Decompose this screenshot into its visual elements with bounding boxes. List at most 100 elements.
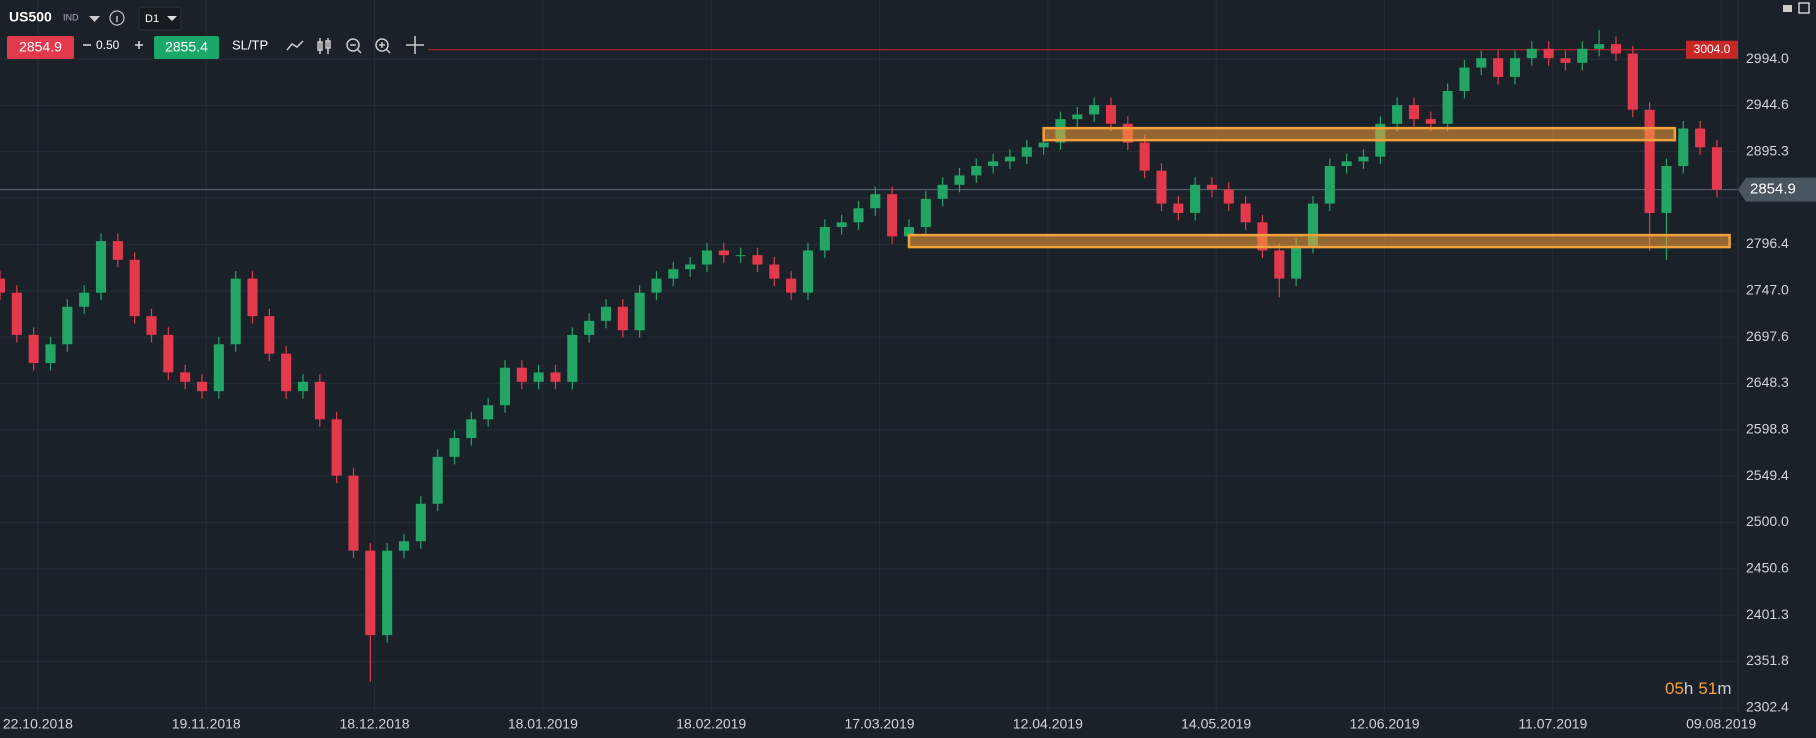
sltp-button[interactable]: SL/TP <box>232 37 268 52</box>
candle-body <box>314 381 325 420</box>
candle-body <box>1644 109 1655 213</box>
line-tool[interactable] <box>286 40 304 51</box>
candle-body <box>1105 105 1117 124</box>
sell-button[interactable] <box>7 36 74 59</box>
candle-body <box>1392 105 1403 124</box>
timeframe-box[interactable] <box>138 6 182 31</box>
candle-body <box>550 372 561 382</box>
candle-body <box>1173 203 1184 213</box>
candle-body <box>45 344 56 364</box>
candle-body <box>1021 147 1032 157</box>
current-price-label: 2854.9 <box>1750 181 1796 198</box>
candle-body <box>1408 105 1420 120</box>
candle-body <box>1072 114 1083 120</box>
candle-body <box>1307 203 1319 246</box>
candle-body <box>617 306 628 331</box>
candle-body <box>79 292 90 307</box>
window-controls[interactable] <box>1783 2 1810 14</box>
timer-part: 05 <box>1665 679 1684 698</box>
candle-body <box>264 316 275 354</box>
candle-body <box>1459 67 1470 91</box>
y-tick-label: 2549.4 <box>1746 467 1789 483</box>
y-tick-label: 2450.6 <box>1746 560 1789 576</box>
candle-body <box>1139 142 1150 171</box>
zoom-in[interactable] <box>375 38 391 54</box>
candle-body <box>971 166 982 176</box>
candle-body <box>466 419 477 439</box>
candle-body <box>415 503 426 542</box>
y-tick-label: 2994.0 <box>1746 50 1789 66</box>
zoom-out[interactable] <box>346 38 362 54</box>
candle-body <box>887 194 898 237</box>
candle-timer: 05h 51m <box>1665 679 1731 698</box>
candle-body <box>449 438 460 457</box>
y-tick-label: 2648.3 <box>1746 374 1789 390</box>
candle-body <box>1493 58 1504 77</box>
candle-body <box>247 278 258 317</box>
candle-body <box>1190 184 1201 213</box>
candle-body <box>516 367 527 382</box>
candle-body <box>988 161 999 167</box>
candle-body <box>281 353 292 392</box>
y-tick-label: 2895.3 <box>1746 142 1789 158</box>
candle-body <box>1442 90 1453 124</box>
zone <box>1042 126 1677 142</box>
candle-body <box>146 316 157 335</box>
candle-body <box>0 278 6 293</box>
candle-body <box>180 372 191 382</box>
candle-body <box>634 292 645 331</box>
x-tick-label: 18.01.2019 <box>508 716 578 732</box>
candle-body <box>685 264 696 270</box>
buy-button[interactable] <box>154 36 219 59</box>
candle-tool[interactable] <box>317 38 331 54</box>
instrument-type: IND <box>63 12 79 22</box>
bid-price: 2854.9 <box>19 39 62 55</box>
symbol[interactable]: US500 <box>9 9 52 25</box>
candle-body <box>735 255 746 257</box>
candle-body <box>701 250 713 265</box>
info-icon[interactable] <box>109 10 125 26</box>
candle-body <box>382 550 393 636</box>
pan-tool[interactable] <box>406 36 424 54</box>
candle-body <box>1661 166 1672 213</box>
candle-body <box>483 405 494 420</box>
y-tick-label: 2500.0 <box>1746 513 1789 529</box>
candle-body <box>1543 48 1554 59</box>
candle-body <box>1089 105 1100 115</box>
x-tick-label: 09.08.2019 <box>1686 716 1756 732</box>
price-line-label: 3004.0 <box>1694 42 1731 56</box>
toolbar: US500 IND D1 2854.9 0.50 2855.4 SL/TP <box>7 2 1810 59</box>
candle-body <box>1560 58 1571 63</box>
lot-size[interactable]: 0.50 <box>96 38 120 52</box>
candle-body <box>1678 128 1689 167</box>
candle-body <box>1476 58 1487 68</box>
y-tick-label: 2944.6 <box>1746 96 1789 112</box>
candle-body <box>1610 44 1622 54</box>
timer-part: h <box>1684 679 1693 698</box>
candle-body <box>920 198 931 228</box>
x-tick-label: 18.12.2018 <box>339 716 409 732</box>
timeframe: D1 <box>145 13 159 25</box>
symbol-dropdown[interactable] <box>89 16 100 22</box>
candle-body <box>1594 44 1605 49</box>
candle-body <box>1526 48 1537 59</box>
candle-body <box>584 320 595 335</box>
y-tick-label: 2697.6 <box>1746 328 1789 344</box>
candle-body <box>1156 170 1167 204</box>
candle-body <box>600 306 612 321</box>
y-tick-label: 2302.4 <box>1746 699 1789 715</box>
candle-body <box>1711 147 1723 190</box>
y-tick-label: 2796.4 <box>1746 235 1789 251</box>
x-tick-label: 11.07.2019 <box>1518 716 1587 732</box>
candle-body <box>398 541 410 551</box>
candle-body <box>836 222 847 228</box>
candle-body <box>28 334 39 364</box>
candle-body <box>651 278 662 293</box>
x-tick-label: 14.05.2019 <box>1181 716 1251 732</box>
candle-body <box>230 278 241 345</box>
candle-body <box>129 259 140 317</box>
candle-body <box>1695 128 1706 148</box>
candle-body <box>163 334 174 373</box>
